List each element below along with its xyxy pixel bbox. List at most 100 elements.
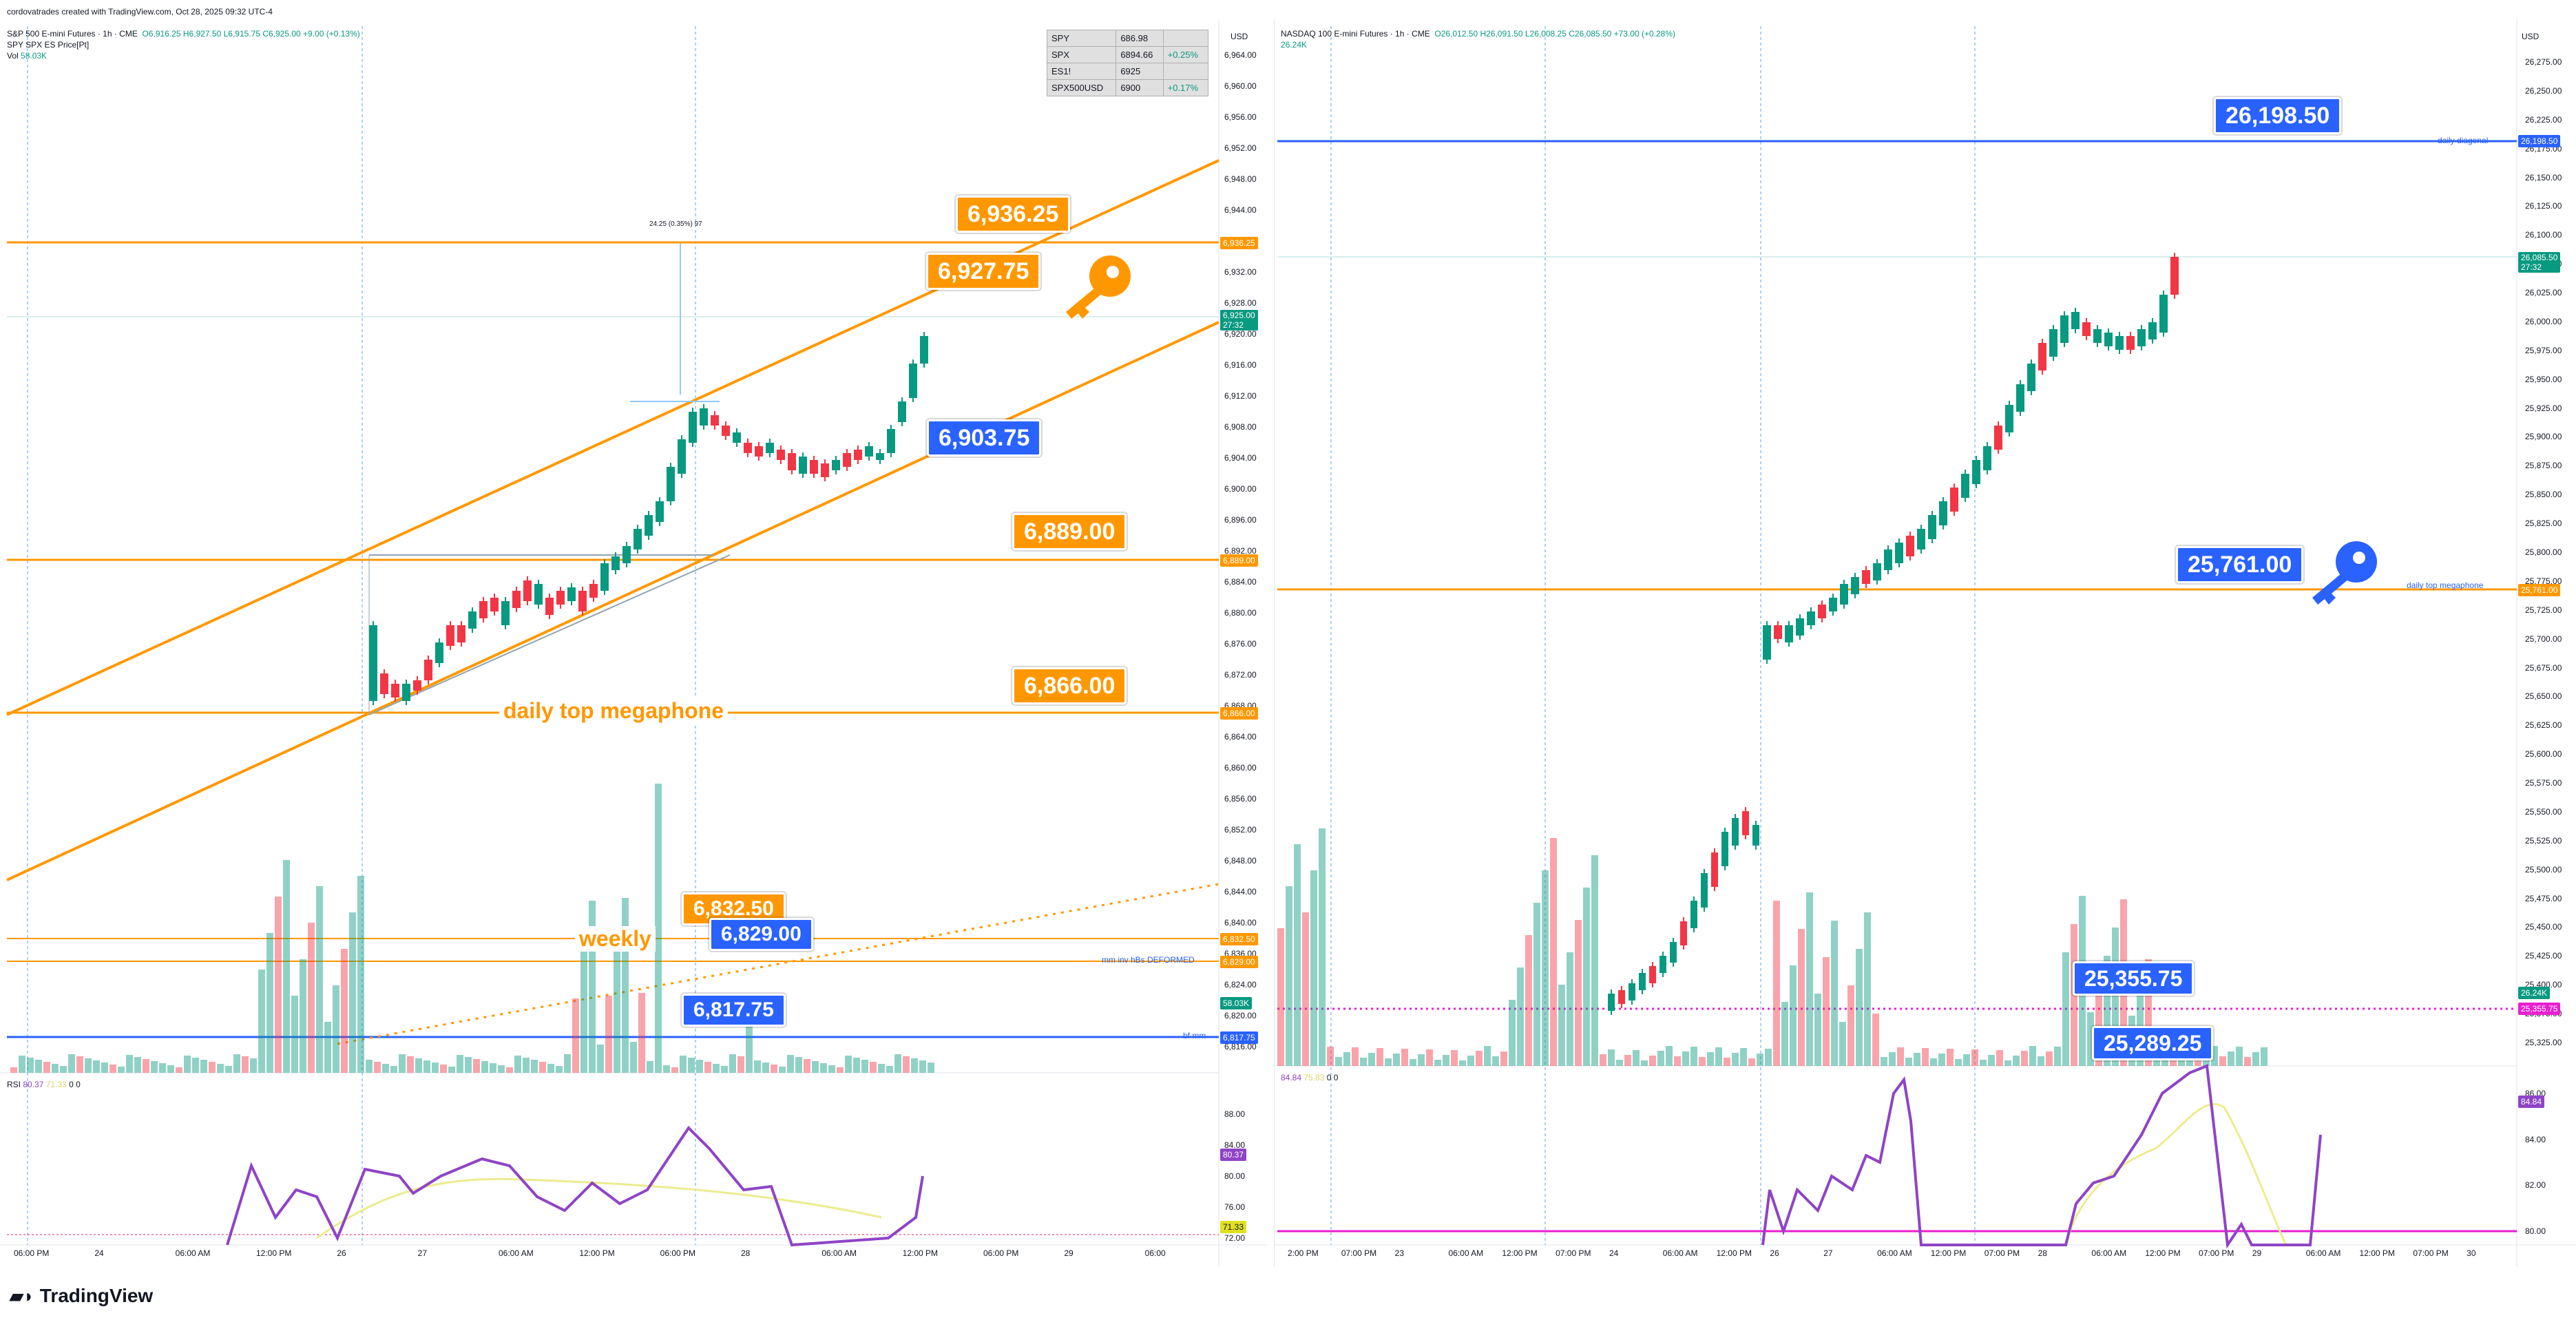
quote-row: SPY 686.98 <box>1046 30 1209 47</box>
price-tick: 6,820.00 <box>1224 1011 1257 1020</box>
quote-cell-sym: SPY <box>1046 30 1117 47</box>
price-tick: 25,775.00 <box>2525 576 2562 586</box>
left-line2: SPY SPX ES Price[Pt] <box>7 40 90 50</box>
right-chart-pane[interactable]: NASDAQ 100 E-mini Futures · 1h · CME O26… <box>1274 19 2576 1267</box>
callout-6889-00[interactable]: 6,889.00 <box>1012 513 1127 550</box>
volume-bar <box>1418 1054 1425 1066</box>
left-vol-value: 58.03K <box>21 51 48 61</box>
volume-bar <box>2170 1055 2177 1066</box>
time-tick: 28 <box>741 1248 751 1258</box>
label-mm-inv: mm inv hBs DEFORMED <box>1102 955 1195 965</box>
callout-6866-00[interactable]: 6,866.00 <box>1012 667 1127 704</box>
candle-body <box>1983 446 1991 470</box>
price-tick: 6,932.00 <box>1224 267 1257 277</box>
left-symbol-title[interactable]: S&P 500 E-mini Futures · 1h · CME <box>7 29 138 39</box>
candle-body <box>1763 625 1771 660</box>
candle-body <box>402 684 410 701</box>
volume-bar <box>1740 1048 1747 1066</box>
volume-bar <box>1368 1053 1375 1066</box>
candle-body <box>1742 811 1749 835</box>
volume-bar <box>52 1064 59 1073</box>
volume-bar <box>1434 1060 1441 1066</box>
left-price-axis[interactable]: 6,964.00 6,960.00 6,956.00 6,952.00 6,948.00… <box>1219 19 1267 1073</box>
volume-bar <box>316 886 323 1073</box>
left-chart-pane[interactable]: S&P 500 E-mini Futures · 1h · CME O6,916… <box>0 19 1267 1267</box>
right-symbol-title[interactable]: NASDAQ 100 E-mini Futures · 1h · CME <box>1281 29 1430 39</box>
candle-body <box>656 501 664 522</box>
volume-bar <box>820 1063 827 1073</box>
volume-bar <box>109 1065 116 1073</box>
volume-bar <box>1443 1055 1449 1066</box>
left-time-axis[interactable]: 06:00 PM 24 06:00 AM 12:00 PM 26 27 06:00 AM 12… <box>0 1248 1219 1262</box>
time-tick: 27 <box>417 1248 428 1258</box>
volume-bar <box>861 1060 868 1073</box>
volume-bar <box>2038 1056 2044 1066</box>
candle-body <box>788 453 796 470</box>
volume-bar <box>1889 1052 1896 1066</box>
volume-bar <box>1839 1022 1846 1066</box>
badge-6936: 6,936.25 <box>1220 237 1258 249</box>
right-rsi-ma-line <box>2064 1102 2287 1246</box>
volume-bar <box>837 1067 844 1073</box>
volume-bar <box>118 1067 125 1073</box>
candle-body <box>722 426 730 436</box>
tradingview-logo[interactable]: ▰◗ TradingView <box>10 1285 153 1307</box>
callout-26198-50[interactable]: 26,198.50 <box>2214 97 2342 134</box>
price-tick: 6,840.00 <box>1224 918 1257 928</box>
volume-bar <box>1938 1054 1945 1066</box>
left-chart-canvas[interactable] <box>0 19 1267 1267</box>
volume-bar <box>1277 928 1284 1066</box>
right-chart-canvas[interactable] <box>1274 19 2576 1267</box>
time-tick: 07:00 PM <box>2413 1248 2449 1258</box>
candle-body <box>733 432 741 443</box>
candle-body <box>1818 605 1826 618</box>
price-tick: 25,625.00 <box>2525 720 2562 731</box>
candle-body <box>2082 322 2091 336</box>
volume-bar <box>1806 892 1813 1066</box>
price-tick: 6,824.00 <box>1224 980 1257 989</box>
callout-6903-75[interactable]: 6,903.75 <box>927 419 1042 457</box>
candle-body <box>1873 563 1881 580</box>
volume-bar <box>2252 1052 2259 1066</box>
callout-25355-75[interactable]: 25,355.75 <box>2073 961 2195 996</box>
candle-body <box>876 453 884 460</box>
time-tick: 07:00 PM <box>1341 1248 1377 1258</box>
candle-body <box>490 598 499 611</box>
time-tick: 06:00 PM <box>660 1248 696 1258</box>
price-tick: 84.00 <box>2525 1134 2546 1144</box>
price-tick: 25,325.00 <box>2525 1038 2562 1047</box>
candle-body <box>1680 921 1687 945</box>
volume-bar <box>638 993 645 1073</box>
right-rsi-line <box>1761 1064 2322 1249</box>
callout-6829-00[interactable]: 6,829.00 <box>709 918 813 951</box>
volume-bar <box>1963 1054 1970 1066</box>
candle-body <box>887 429 895 453</box>
price-tick: 6,908.00 <box>1224 422 1257 432</box>
callout-6936-25[interactable]: 6,936.25 <box>956 196 1071 233</box>
volume-bar <box>283 860 290 1073</box>
quote-row: SPX500USD 6900 +0.17% <box>1046 79 1209 96</box>
right-time-axis[interactable]: 2:00 PM 07:00 PM 23 06:00 AM 12:00 PM 07:00 P… <box>1274 1248 2517 1262</box>
volume-bar <box>1286 886 1292 1066</box>
callout-6927-75[interactable]: 6,927.75 <box>926 253 1041 290</box>
candle-body <box>2126 336 2135 350</box>
time-tick: 06:00 AM <box>2091 1248 2127 1258</box>
callout-6817-75[interactable]: 6,817.75 <box>682 994 786 1027</box>
volume-bar <box>143 1059 149 1073</box>
volume-bar <box>737 1056 744 1073</box>
callout-25761-00[interactable]: 25,761.00 <box>2176 546 2304 583</box>
volume-bar <box>1476 1051 1483 1066</box>
volume-bar <box>2054 1047 2061 1066</box>
volume-bar <box>366 1060 373 1073</box>
volume-bar <box>242 1056 249 1073</box>
price-tick: 6,960.00 <box>1224 81 1257 91</box>
price-tick: 25,600.00 <box>2525 749 2562 759</box>
badge-26085: 26,085.50 27:32 <box>2518 252 2561 273</box>
price-tick: 25,875.00 <box>2525 461 2562 471</box>
candle-body <box>1862 570 1870 584</box>
volume-bar <box>151 1061 158 1073</box>
right-price-axis[interactable]: 26,275.00 26,250.00 26,225.00 26,175.00 26,1… <box>2517 19 2576 1066</box>
callout-25289-25[interactable]: 25,289.25 <box>2092 1026 2214 1060</box>
time-tick: 12:00 PM <box>2145 1248 2181 1258</box>
candle-body <box>678 439 686 474</box>
